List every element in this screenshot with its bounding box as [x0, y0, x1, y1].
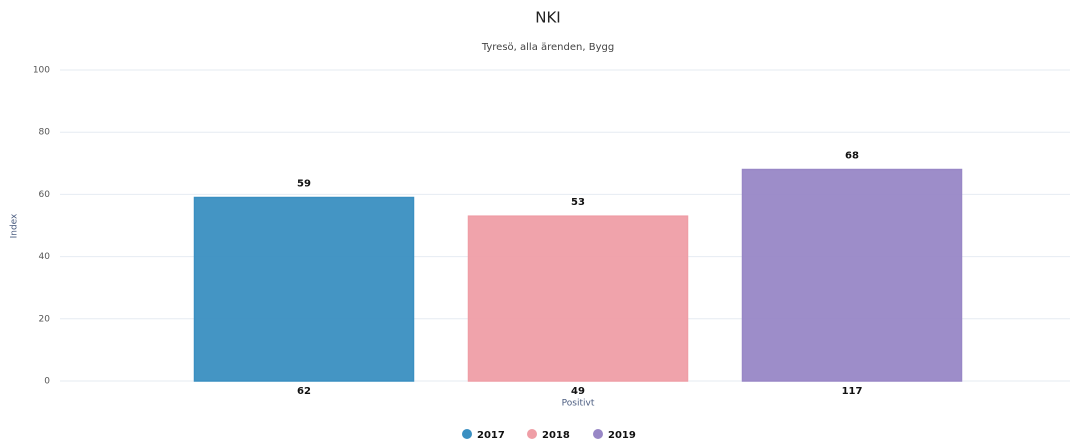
x-axis-label: Positivt: [562, 399, 595, 409]
y-tick-label: 0: [44, 377, 50, 387]
bar: [467, 215, 689, 382]
y-tick-label: 80: [39, 128, 51, 138]
y-tick-label: 100: [33, 66, 50, 76]
data-label: 53: [571, 197, 585, 208]
data-label: 59: [297, 179, 311, 190]
legend-marker: [527, 429, 537, 439]
data-label: 68: [845, 151, 859, 162]
legend-marker: [593, 429, 603, 439]
count-label: 62: [297, 386, 311, 397]
legend-label: 2017: [477, 430, 505, 441]
y-tick-label: 60: [39, 190, 51, 200]
chart-title: NKI: [535, 9, 560, 27]
count-label: 117: [842, 386, 863, 397]
legend-label: 2018: [542, 430, 570, 441]
y-tick-label: 40: [39, 252, 51, 262]
count-label: 49: [571, 386, 585, 397]
y-axis-label: Index: [10, 213, 20, 238]
y-tick-label: 20: [39, 314, 51, 324]
bar: [193, 196, 415, 382]
legend-label: 2019: [608, 430, 636, 441]
legend-marker: [462, 429, 472, 439]
bar: [741, 168, 963, 382]
chart-subtitle: Tyresö, alla ärenden, Bygg: [481, 42, 614, 53]
